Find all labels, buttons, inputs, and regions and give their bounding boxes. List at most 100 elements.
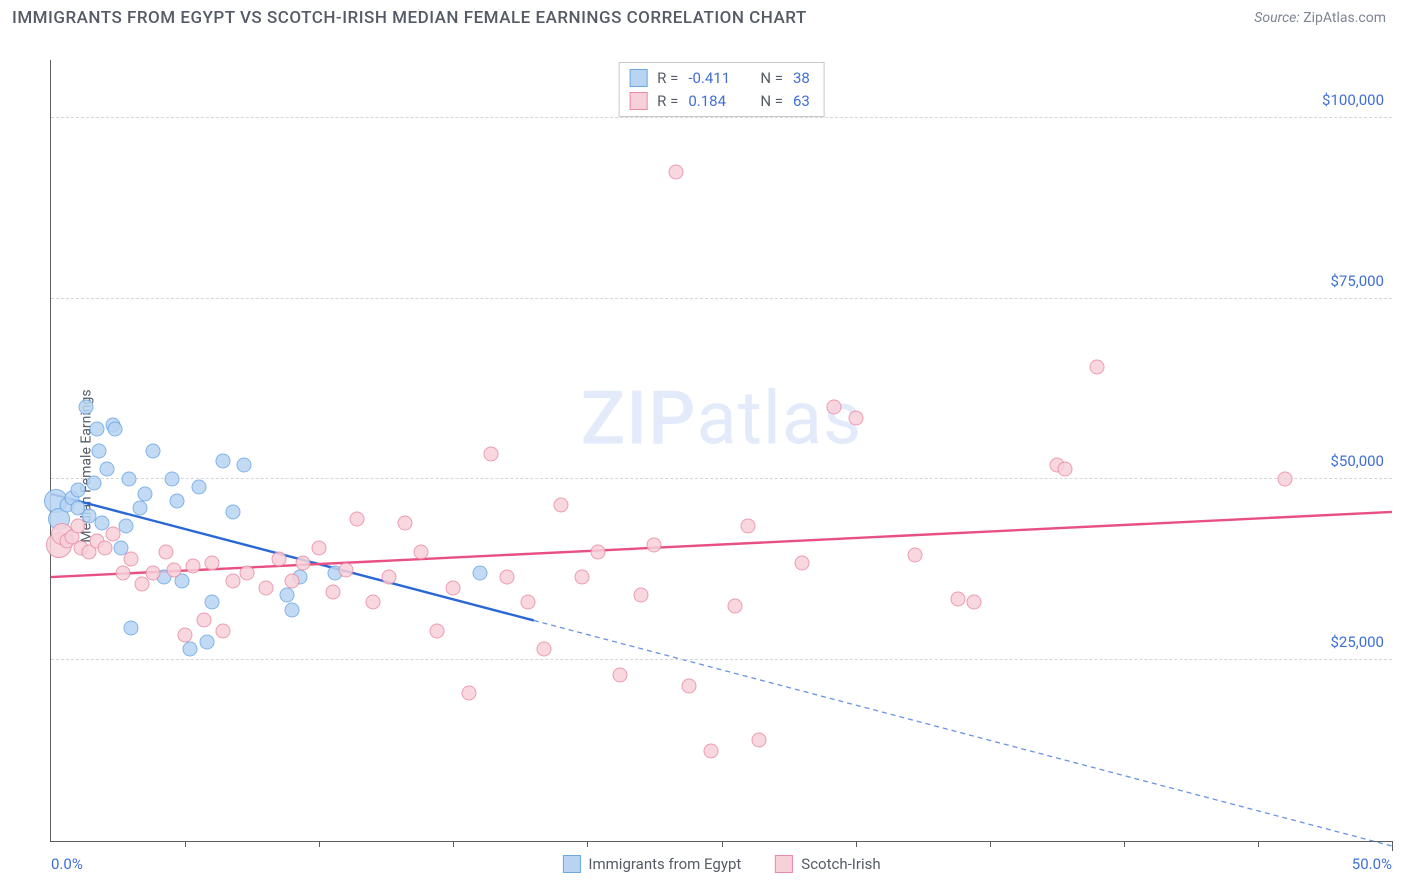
gridline [51, 478, 1392, 479]
data-point-scotch [381, 570, 396, 585]
data-point-scotch [703, 743, 718, 758]
data-point-scotch [537, 642, 552, 657]
data-point-scotch [682, 678, 697, 693]
scatter-plot-area: ZIPatlas R = -0.411 N = 38 R = 0.184 N =… [50, 60, 1392, 842]
data-point-scotch [339, 562, 354, 577]
x-tick [722, 841, 723, 847]
data-point-scotch [215, 624, 230, 639]
data-point-egypt [145, 443, 160, 458]
data-point-egypt [89, 421, 104, 436]
data-point-scotch [647, 537, 662, 552]
data-point-scotch [398, 515, 413, 530]
data-point-scotch [196, 613, 211, 628]
source-attribution: Source: ZipAtlas.com [1254, 10, 1386, 26]
watermark: ZIPatlas [581, 376, 863, 463]
x-tick [319, 841, 320, 847]
data-point-scotch [325, 584, 340, 599]
data-point-egypt [108, 421, 123, 436]
data-point-egypt [473, 566, 488, 581]
data-point-egypt [280, 588, 295, 603]
y-tick-label: $75,000 [1330, 272, 1384, 290]
data-point-egypt [132, 501, 147, 516]
data-point-scotch [105, 526, 120, 541]
r-value-egypt: -0.411 [688, 67, 740, 90]
data-point-scotch [97, 541, 112, 556]
data-point-scotch [145, 566, 160, 581]
swatch-scotch [629, 92, 647, 110]
legend-item-scotch: Scotch-Irish [775, 855, 880, 873]
data-point-scotch [70, 519, 85, 534]
trend-line-extrapolated-egypt [534, 620, 1392, 846]
r-value-scotch: 0.184 [688, 90, 740, 113]
legend-label-scotch: Scotch-Irish [801, 855, 880, 873]
gridline [51, 298, 1392, 299]
data-point-egypt [86, 476, 101, 491]
data-point-egypt [285, 602, 300, 617]
n-value-egypt: 38 [793, 67, 810, 90]
data-point-scotch [462, 685, 477, 700]
data-point-scotch [575, 570, 590, 585]
data-point-scotch [296, 555, 311, 570]
swatch-egypt-bottom [562, 855, 580, 873]
stats-row-scotch: R = 0.184 N = 63 [629, 90, 810, 113]
y-tick-label: $100,000 [1322, 91, 1384, 109]
data-point-scotch [521, 595, 536, 610]
data-point-egypt [226, 504, 241, 519]
data-point-egypt [119, 519, 134, 534]
data-point-scotch [634, 588, 649, 603]
data-point-scotch [668, 165, 683, 180]
data-point-scotch [1057, 461, 1072, 476]
data-point-egypt [215, 454, 230, 469]
data-point-scotch [553, 497, 568, 512]
x-tick [990, 841, 991, 847]
data-point-scotch [827, 400, 842, 415]
data-point-scotch [116, 566, 131, 581]
y-tick-label: $25,000 [1330, 633, 1384, 651]
source-label: Source: [1254, 10, 1299, 26]
legend-label-egypt: Immigrants from Egypt [588, 855, 741, 873]
x-tick [1392, 841, 1393, 851]
data-point-scotch [446, 580, 461, 595]
swatch-egypt [629, 69, 647, 87]
data-point-scotch [186, 559, 201, 574]
data-point-scotch [591, 544, 606, 559]
data-point-egypt [137, 486, 152, 501]
x-tick [1124, 841, 1125, 847]
data-point-egypt [164, 472, 179, 487]
data-point-scotch [239, 566, 254, 581]
gridline [51, 659, 1392, 660]
source-value: ZipAtlas.com [1303, 10, 1386, 26]
data-point-scotch [285, 573, 300, 588]
data-point-scotch [124, 551, 139, 566]
data-point-scotch [727, 598, 742, 613]
bottom-legend: Immigrants from Egypt Scotch-Irish [562, 855, 880, 873]
data-point-scotch [741, 519, 756, 534]
data-point-egypt [92, 443, 107, 458]
data-point-scotch [258, 580, 273, 595]
data-point-scotch [349, 512, 364, 527]
data-point-egypt [100, 461, 115, 476]
stats-legend: R = -0.411 N = 38 R = 0.184 N = 63 [618, 62, 825, 117]
data-point-scotch [848, 410, 863, 425]
data-point-scotch [271, 551, 286, 566]
y-tick-label: $50,000 [1330, 452, 1384, 470]
x-tick [185, 841, 186, 847]
data-point-scotch [907, 548, 922, 563]
data-point-scotch [483, 447, 498, 462]
data-point-scotch [312, 541, 327, 556]
data-point-egypt [170, 494, 185, 509]
n-value-scotch: 63 [793, 90, 810, 113]
x-tick-label: 0.0% [51, 855, 83, 873]
x-tick [587, 841, 588, 847]
trend-lines [51, 60, 1392, 841]
legend-item-egypt: Immigrants from Egypt [562, 855, 741, 873]
data-point-egypt [237, 457, 252, 472]
swatch-scotch-bottom [775, 855, 793, 873]
data-point-scotch [159, 544, 174, 559]
data-point-egypt [183, 642, 198, 657]
data-point-egypt [191, 479, 206, 494]
data-point-egypt [78, 400, 93, 415]
data-point-scotch [178, 627, 193, 642]
data-point-scotch [499, 570, 514, 585]
data-point-scotch [414, 544, 429, 559]
